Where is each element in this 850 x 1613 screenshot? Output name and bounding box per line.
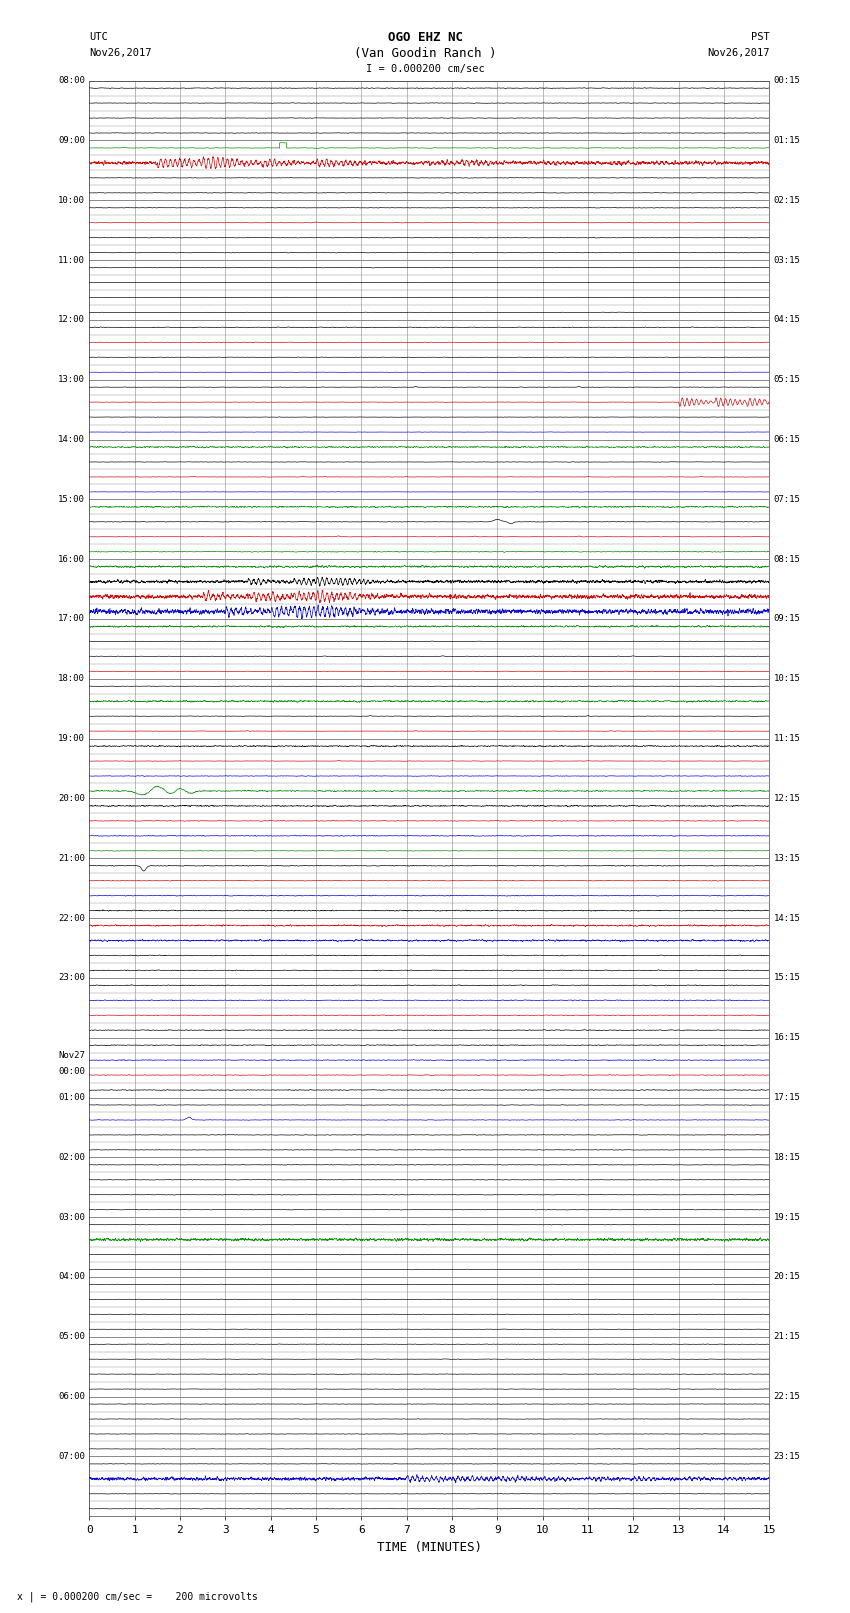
Text: 04:00: 04:00 — [58, 1273, 85, 1281]
Text: 13:15: 13:15 — [774, 853, 801, 863]
Text: PST: PST — [751, 32, 769, 42]
Text: 17:15: 17:15 — [774, 1094, 801, 1102]
Text: 22:00: 22:00 — [58, 913, 85, 923]
Text: 10:00: 10:00 — [58, 195, 85, 205]
Text: 18:15: 18:15 — [774, 1153, 801, 1161]
Text: 09:15: 09:15 — [774, 615, 801, 624]
Text: 12:00: 12:00 — [58, 316, 85, 324]
Text: 17:00: 17:00 — [58, 615, 85, 624]
Text: 03:00: 03:00 — [58, 1213, 85, 1221]
Text: 01:00: 01:00 — [58, 1094, 85, 1102]
Text: 20:00: 20:00 — [58, 794, 85, 803]
Text: 14:15: 14:15 — [774, 913, 801, 923]
Text: 22:15: 22:15 — [774, 1392, 801, 1402]
Text: 08:15: 08:15 — [774, 555, 801, 563]
Text: Nov27: Nov27 — [58, 1050, 85, 1060]
Text: 19:00: 19:00 — [58, 734, 85, 744]
Text: 14:00: 14:00 — [58, 436, 85, 444]
Text: 18:00: 18:00 — [58, 674, 85, 684]
Text: 05:00: 05:00 — [58, 1332, 85, 1342]
Text: 08:00: 08:00 — [58, 76, 85, 85]
Text: 16:00: 16:00 — [58, 555, 85, 563]
Text: 05:15: 05:15 — [774, 376, 801, 384]
Text: OGO EHZ NC: OGO EHZ NC — [388, 31, 462, 44]
Text: 21:00: 21:00 — [58, 853, 85, 863]
Text: I = 0.000200 cm/sec: I = 0.000200 cm/sec — [366, 65, 484, 74]
Text: 12:15: 12:15 — [774, 794, 801, 803]
Text: 02:00: 02:00 — [58, 1153, 85, 1161]
Text: 16:15: 16:15 — [774, 1034, 801, 1042]
Text: 15:15: 15:15 — [774, 973, 801, 982]
Text: 00:00: 00:00 — [58, 1066, 85, 1076]
Text: 03:15: 03:15 — [774, 255, 801, 265]
Text: UTC: UTC — [89, 32, 108, 42]
Text: 21:15: 21:15 — [774, 1332, 801, 1342]
Text: 07:15: 07:15 — [774, 495, 801, 503]
Text: Nov26,2017: Nov26,2017 — [89, 48, 152, 58]
Text: 11:15: 11:15 — [774, 734, 801, 744]
Text: 09:00: 09:00 — [58, 135, 85, 145]
Text: 20:15: 20:15 — [774, 1273, 801, 1281]
Text: 06:15: 06:15 — [774, 436, 801, 444]
X-axis label: TIME (MINUTES): TIME (MINUTES) — [377, 1540, 482, 1553]
Text: x | = 0.000200 cm/sec =    200 microvolts: x | = 0.000200 cm/sec = 200 microvolts — [17, 1592, 258, 1602]
Text: 10:15: 10:15 — [774, 674, 801, 684]
Text: 19:15: 19:15 — [774, 1213, 801, 1221]
Text: 15:00: 15:00 — [58, 495, 85, 503]
Text: 11:00: 11:00 — [58, 255, 85, 265]
Text: Nov26,2017: Nov26,2017 — [706, 48, 769, 58]
Text: 23:15: 23:15 — [774, 1452, 801, 1461]
Text: 23:00: 23:00 — [58, 973, 85, 982]
Text: 00:15: 00:15 — [774, 76, 801, 85]
Text: 02:15: 02:15 — [774, 195, 801, 205]
Text: 13:00: 13:00 — [58, 376, 85, 384]
Text: (Van Goodin Ranch ): (Van Goodin Ranch ) — [354, 47, 496, 60]
Text: 01:15: 01:15 — [774, 135, 801, 145]
Text: 04:15: 04:15 — [774, 316, 801, 324]
Text: 07:00: 07:00 — [58, 1452, 85, 1461]
Text: 06:00: 06:00 — [58, 1392, 85, 1402]
